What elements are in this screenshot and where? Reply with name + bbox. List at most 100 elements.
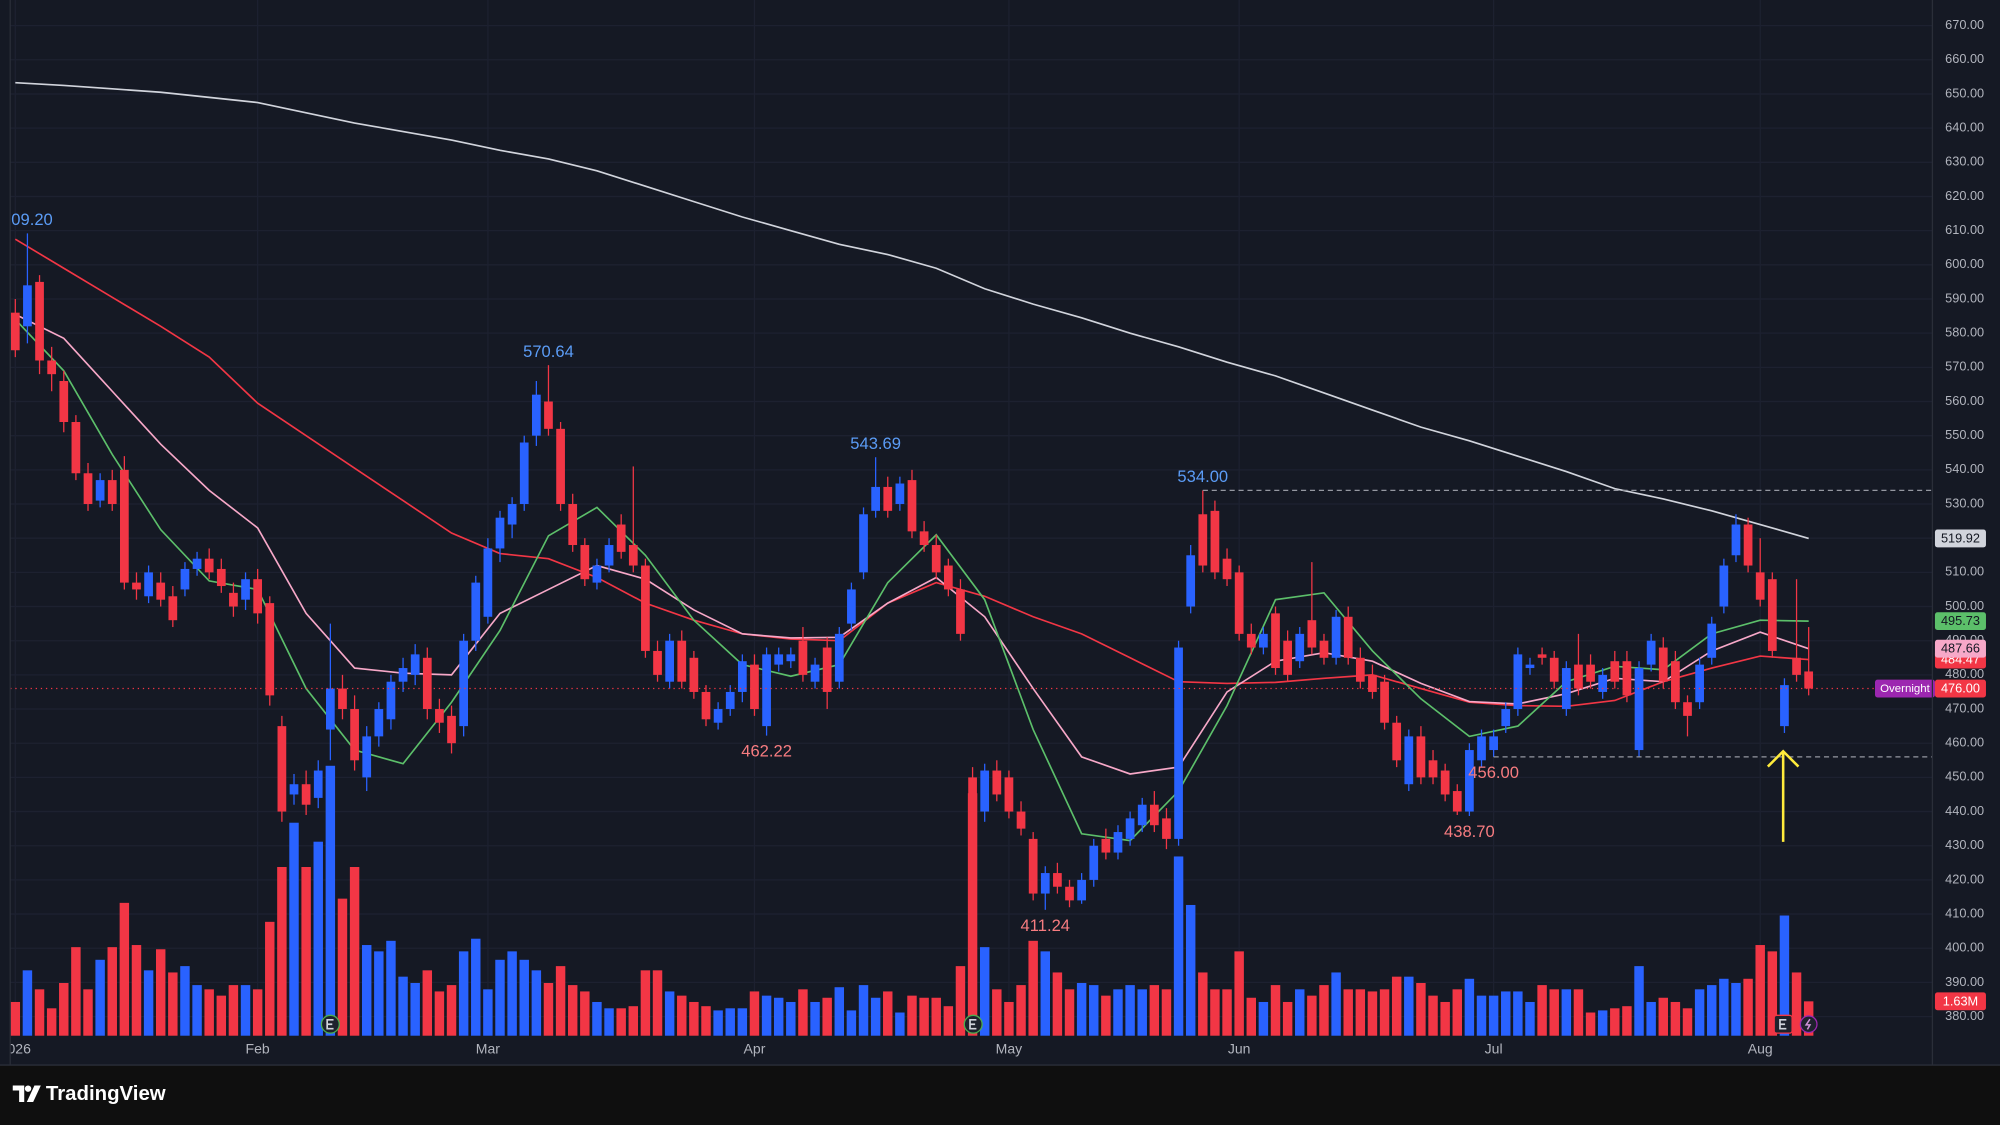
y-tick-label: 510.00: [1945, 564, 1984, 579]
volume-bar: [761, 995, 772, 1036]
candle-body: [1513, 654, 1523, 710]
candle-body: [1586, 664, 1595, 682]
candle-body: [1440, 770, 1450, 795]
volume-bar: [216, 995, 227, 1036]
volume-bar: [798, 989, 808, 1036]
candle-body: [1428, 760, 1438, 778]
candle-body: [1574, 664, 1583, 689]
volume-bar: [1137, 989, 1147, 1036]
volume-bar: [664, 991, 675, 1036]
volume-bar: [895, 1012, 905, 1036]
candle-body: [507, 504, 517, 525]
volume-bar: [1440, 1001, 1450, 1036]
event-icon[interactable]: [1799, 1015, 1818, 1034]
volume-bar: [1198, 972, 1208, 1036]
volume-bar: [1004, 1001, 1014, 1036]
candle-body: [980, 770, 990, 812]
candle-body: [386, 681, 396, 720]
candle-body: [71, 422, 81, 474]
session-box: [1875, 679, 1935, 698]
candle-body: [1210, 510, 1220, 573]
volume-bar: [786, 1001, 796, 1036]
volume-bar: [1707, 985, 1717, 1036]
volume-bar: [83, 989, 93, 1036]
candle-body: [713, 709, 723, 723]
candle-body: [216, 568, 226, 587]
volume-bar: [580, 991, 590, 1036]
candle-body: [144, 572, 153, 597]
candle-body: [107, 480, 117, 505]
volume-bar: [640, 970, 651, 1036]
candle-body: [1465, 750, 1474, 812]
last-price-tag: 476.00: [1941, 681, 1980, 696]
x-tick-label: 2026: [0, 1040, 31, 1056]
extreme-label: 543.69: [850, 434, 901, 453]
candle-body: [1295, 633, 1305, 662]
candle-body: [1283, 640, 1292, 675]
brand-name: TradingView: [46, 1083, 166, 1105]
candle-body: [471, 582, 481, 641]
candle-body: [1198, 514, 1208, 566]
candle-body: [1719, 565, 1729, 607]
y-tick-label: 430.00: [1945, 837, 1984, 852]
candle-body: [422, 657, 432, 710]
candle-body: [1477, 736, 1486, 761]
volume-bar: [252, 989, 263, 1036]
volume-bar: [1089, 985, 1099, 1036]
candle-body: [834, 633, 844, 682]
volume-bar: [1561, 989, 1572, 1036]
candle-body: [192, 558, 202, 569]
volume-bar: [1488, 995, 1499, 1036]
x-tick-label: Jul: [1485, 1040, 1503, 1056]
ma-price-tag: 495.73: [1941, 613, 1980, 628]
candle-body: [1222, 558, 1232, 580]
candle-body: [1368, 674, 1377, 692]
volume-bar: [1719, 978, 1729, 1036]
candle-body: [132, 582, 141, 590]
candle-body: [968, 777, 977, 829]
volume-bar: [71, 947, 81, 1036]
candle-body: [1246, 633, 1256, 648]
candle-body: [907, 480, 917, 532]
volume-bar: [1101, 995, 1111, 1036]
candle-body: [689, 657, 699, 692]
volume-bar: [737, 1008, 748, 1036]
volume-bar: [143, 970, 154, 1036]
candle-body: [23, 285, 32, 327]
candle-body: [1125, 818, 1135, 839]
candle-body: [1028, 838, 1038, 894]
candle-body: [180, 568, 190, 590]
candle-body: [301, 784, 311, 805]
volume-bar: [1113, 989, 1123, 1036]
y-tick-label: 590.00: [1945, 290, 1984, 305]
x-tick-label: Feb: [246, 1040, 270, 1056]
y-tick-label: 660.00: [1945, 51, 1984, 66]
candle-body: [1186, 555, 1196, 607]
volume-bar: [240, 985, 251, 1036]
volume-bar: [1367, 991, 1378, 1036]
candle-body: [531, 394, 541, 436]
y-tick-label: 540.00: [1945, 461, 1984, 476]
y-tick-label: 420.00: [1945, 871, 1984, 886]
volume-bar: [483, 989, 493, 1036]
candle-body: [762, 654, 771, 727]
candle-body: [1319, 640, 1329, 658]
y-tick-label: 600.00: [1945, 256, 1984, 271]
candle-body: [895, 483, 905, 505]
volume-bar: [834, 987, 845, 1036]
candle-body: [725, 691, 735, 710]
volume-bar: [1028, 940, 1038, 1036]
candle-body: [1331, 616, 1341, 658]
volume-bar: [1416, 982, 1426, 1036]
x-tick-label: Mar: [476, 1040, 500, 1056]
candle-body: [410, 654, 420, 675]
volume-bar: [1234, 951, 1244, 1036]
candle-body: [519, 442, 529, 505]
candle-body: [701, 691, 711, 720]
volume-bar: [95, 959, 105, 1036]
candle-body: [1113, 832, 1123, 853]
candle-body: [919, 531, 929, 546]
x-tick-label: Jun: [1228, 1040, 1251, 1056]
earnings-icon[interactable]: [1773, 1014, 1793, 1034]
candle-body: [1610, 661, 1620, 682]
